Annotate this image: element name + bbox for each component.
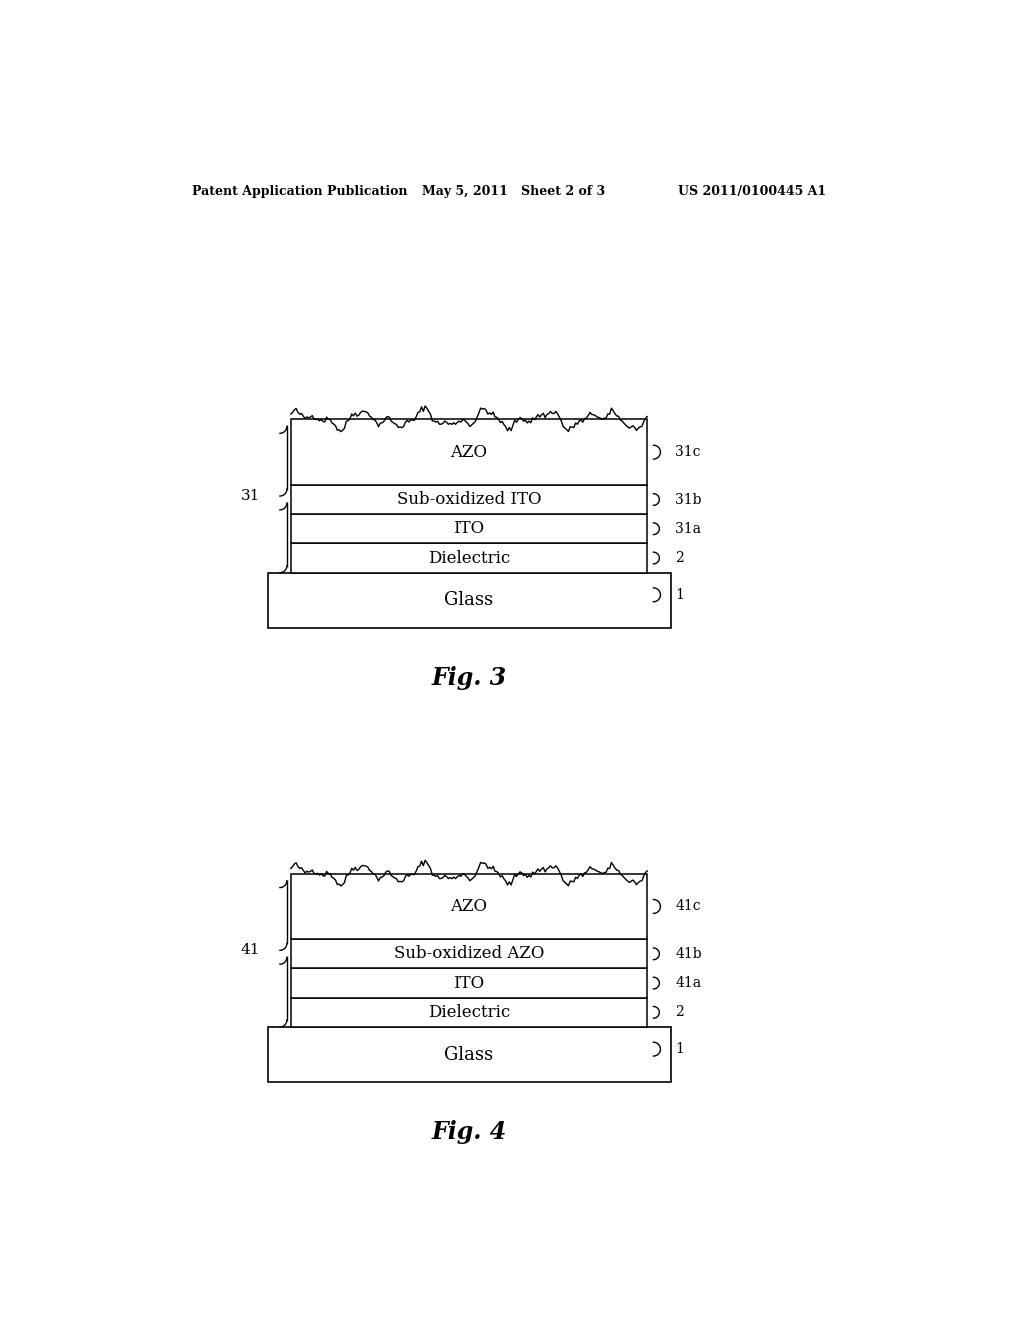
Bar xyxy=(291,484,647,515)
Text: 31b: 31b xyxy=(675,492,701,507)
Text: 41a: 41a xyxy=(675,975,701,990)
Text: 1: 1 xyxy=(675,587,684,602)
Bar xyxy=(291,420,647,484)
Text: 31: 31 xyxy=(241,488,260,503)
Bar xyxy=(291,544,647,573)
Text: Sub-oxidized AZO: Sub-oxidized AZO xyxy=(394,945,544,962)
Text: ITO: ITO xyxy=(454,520,484,537)
Text: Sub-oxidized ITO: Sub-oxidized ITO xyxy=(396,491,542,508)
Bar xyxy=(267,573,671,628)
Text: US 2011/0100445 A1: US 2011/0100445 A1 xyxy=(678,185,826,198)
Text: Fig. 3: Fig. 3 xyxy=(431,667,507,690)
Text: Glass: Glass xyxy=(444,1045,494,1064)
Text: 41b: 41b xyxy=(675,946,701,961)
Text: AZO: AZO xyxy=(451,444,487,461)
Bar xyxy=(291,998,647,1027)
Text: Fig. 4: Fig. 4 xyxy=(431,1121,507,1144)
Text: Dielectric: Dielectric xyxy=(428,549,510,566)
Text: Glass: Glass xyxy=(444,591,494,610)
Text: Patent Application Publication: Patent Application Publication xyxy=(191,185,408,198)
Text: 41c: 41c xyxy=(675,899,700,913)
Bar xyxy=(291,969,647,998)
Text: ITO: ITO xyxy=(454,974,484,991)
Text: 2: 2 xyxy=(675,1006,684,1019)
Bar xyxy=(267,1027,671,1082)
Bar xyxy=(291,513,647,544)
Text: 1: 1 xyxy=(675,1041,684,1056)
Text: 2: 2 xyxy=(675,550,684,565)
Text: May 5, 2011   Sheet 2 of 3: May 5, 2011 Sheet 2 of 3 xyxy=(423,185,605,198)
Text: 31c: 31c xyxy=(675,445,700,459)
Bar xyxy=(291,940,647,969)
Text: 31a: 31a xyxy=(675,521,701,536)
Text: 41: 41 xyxy=(241,944,260,957)
Text: Dielectric: Dielectric xyxy=(428,1003,510,1020)
Text: AZO: AZO xyxy=(451,898,487,915)
Bar xyxy=(291,874,647,940)
